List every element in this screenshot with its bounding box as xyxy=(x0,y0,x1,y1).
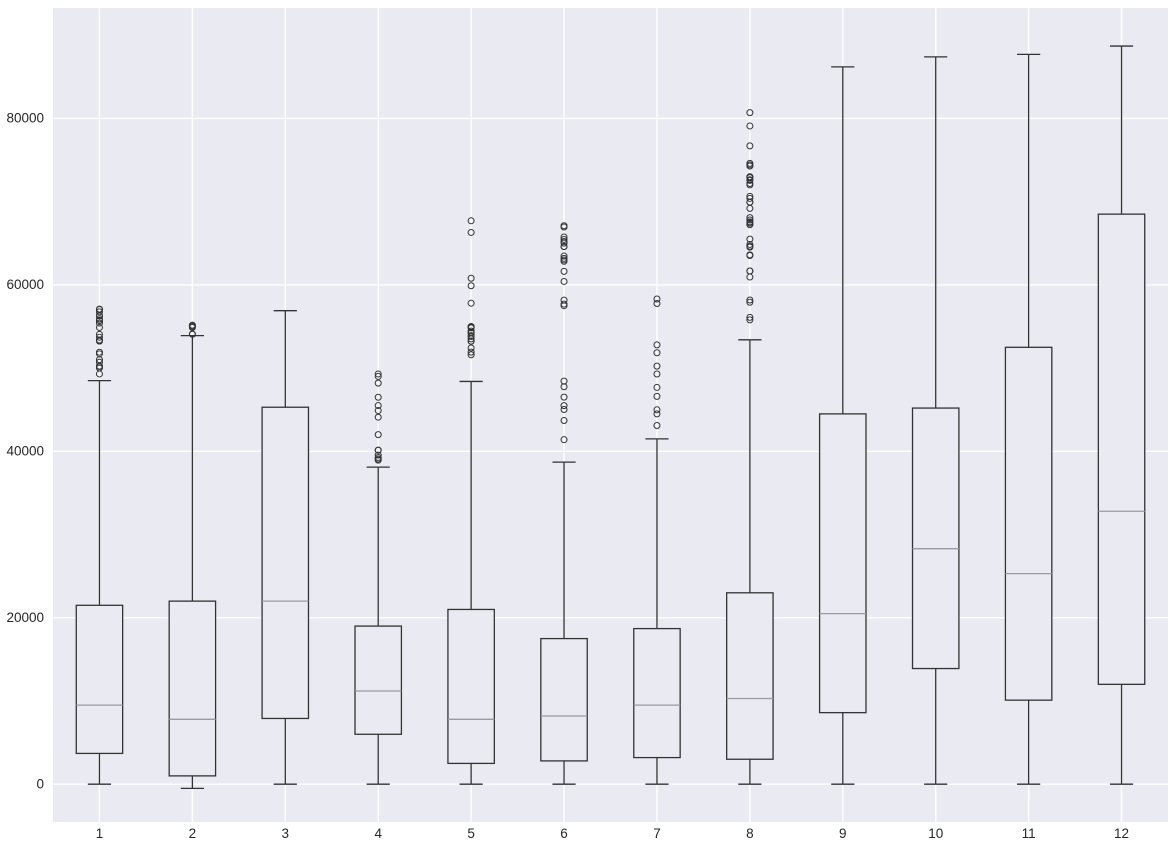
svg-text:40000: 40000 xyxy=(6,444,44,459)
svg-text:20000: 20000 xyxy=(6,610,44,625)
svg-text:12: 12 xyxy=(1114,826,1129,841)
svg-text:60000: 60000 xyxy=(6,277,44,292)
svg-text:1: 1 xyxy=(96,826,104,841)
svg-text:6: 6 xyxy=(560,826,568,841)
svg-text:4: 4 xyxy=(374,826,382,841)
svg-text:10: 10 xyxy=(928,826,943,841)
svg-text:5: 5 xyxy=(467,826,475,841)
svg-text:0: 0 xyxy=(36,777,44,792)
svg-text:8: 8 xyxy=(746,826,754,841)
svg-text:80000: 80000 xyxy=(6,111,44,126)
svg-text:7: 7 xyxy=(653,826,661,841)
svg-text:9: 9 xyxy=(839,826,847,841)
svg-text:2: 2 xyxy=(189,826,197,841)
svg-text:11: 11 xyxy=(1022,826,1036,841)
svg-text:3: 3 xyxy=(282,826,290,841)
